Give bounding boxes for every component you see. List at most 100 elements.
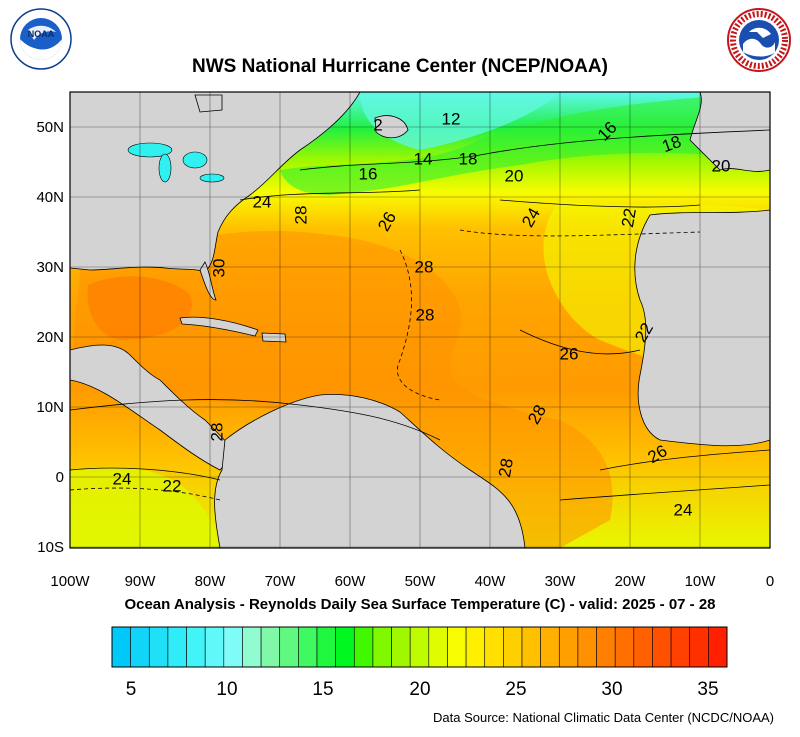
colorbar-swatch: [428, 626, 448, 668]
colorbar-label: 30: [601, 679, 622, 700]
cool-north: [360, 92, 560, 150]
contour-label: 12: [442, 109, 461, 128]
colorbar-swatch: [260, 626, 281, 668]
contour-line: [397, 249, 441, 401]
contour-label: 24: [253, 192, 272, 211]
lon-label: 10W: [685, 573, 717, 590]
colorbar-swatch: [391, 626, 411, 668]
contour-line: [459, 229, 701, 237]
noaa-logo-text: NOAA: [28, 29, 55, 39]
contour-line: [70, 487, 221, 501]
contour-label: 20: [712, 156, 731, 175]
colorbar-swatch: [298, 626, 318, 668]
colorbar-swatch: [577, 626, 597, 668]
contour-label: 28: [495, 457, 517, 479]
map-subtitle: Ocean Analysis - Reynolds Daily Sea Surf…: [124, 596, 716, 613]
colorbar-swatch: [447, 626, 467, 668]
colorbar-swatch: [503, 626, 523, 668]
contour-label: 22: [618, 207, 640, 229]
lon-label: 80W: [195, 573, 227, 590]
lat-label: 20N: [36, 329, 64, 346]
green-band: [280, 92, 770, 195]
lat-label: 50N: [36, 119, 64, 136]
colorbar-swatch: [242, 626, 262, 668]
contour-line: [70, 399, 441, 441]
contour-label: 30: [209, 259, 228, 278]
lat-label: 10N: [36, 399, 64, 416]
contour-line: [599, 449, 770, 471]
contour-label: 14: [414, 149, 433, 168]
lon-label: 70W: [265, 573, 297, 590]
central-america-land: [70, 344, 236, 471]
gulf-warm: [87, 276, 192, 340]
greenland-land: [194, 94, 223, 113]
colorbar-swatch: [652, 626, 672, 668]
lat-label: 30N: [36, 259, 64, 276]
contour-label: 18: [459, 149, 478, 168]
latitude-labels: 50N 40N 30N 20N 10N 0 10S: [36, 119, 64, 556]
colorbar-swatch: [279, 626, 299, 668]
colorbar-swatch: [148, 626, 169, 668]
colorbar-label: 10: [216, 679, 237, 700]
contour-line: [299, 129, 770, 171]
lat-label: 10S: [37, 539, 64, 556]
lon-label: 100W: [50, 573, 90, 590]
contour-label: 24: [113, 469, 132, 488]
contour-line: [499, 199, 701, 208]
colorbar-labels: 5 10 15 20 25 30 35: [126, 679, 719, 700]
colorbar-label: 20: [409, 679, 430, 700]
longitude-labels: 100W 90W 80W 70W 60W 50W 40W 30W 20W 10W 0: [50, 573, 774, 590]
colorbar-swatch: [409, 626, 430, 668]
colorbar-swatch: [689, 626, 709, 668]
africa-land: [634, 209, 770, 447]
colorbar-swatch: [484, 626, 504, 668]
page-title: NWS National Hurricane Center (NCEP/NOAA…: [192, 56, 608, 77]
contour-label: 28: [416, 305, 435, 324]
colorbar-swatch: [540, 626, 560, 668]
contour-label: 16: [359, 164, 378, 183]
colorbar-swatch: [204, 626, 225, 668]
gridlines: [70, 92, 770, 548]
lon-label: 90W: [125, 573, 157, 590]
data-source: Data Source: National Climatic Data Cent…: [433, 710, 774, 725]
colorbar-swatch: [186, 626, 206, 668]
warm-pool: [70, 230, 613, 548]
colorbar-swatch: [335, 626, 355, 668]
contour-label: 28: [415, 257, 434, 276]
colorbar-swatch: [708, 626, 728, 668]
colorbar-swatch: [111, 626, 131, 668]
contour-line: [559, 484, 770, 501]
contour-label: 26: [560, 344, 579, 363]
colorbar-swatch: [633, 626, 653, 668]
colorbar-swatch: [558, 626, 579, 668]
lon-label: 40W: [475, 573, 507, 590]
colorbar-frame: [111, 626, 728, 668]
lon-label: 30W: [545, 573, 577, 590]
colorbar-swatch: [670, 626, 691, 668]
colorbar-swatch: [521, 626, 541, 668]
hispaniola-land: [261, 332, 287, 343]
florida-land: [199, 261, 217, 301]
lon-label: 50W: [405, 573, 437, 590]
great-lakes: [127, 142, 225, 183]
lon-label: 20W: [615, 573, 647, 590]
lat-label: 0: [56, 469, 64, 486]
colorbar-label: 25: [505, 679, 526, 700]
colorbar-swatch: [372, 626, 392, 668]
south-america-land: [214, 394, 526, 548]
colorbar-swatch: [596, 626, 616, 668]
colorbar-swatch: [316, 626, 336, 668]
colorbar-label: 15: [312, 679, 333, 700]
lon-label: 60W: [335, 573, 367, 590]
lat-label: 40N: [36, 189, 64, 206]
noaa-logo: NOAA: [10, 8, 72, 70]
colorbar-swatch: [353, 626, 374, 668]
contour-label: 22: [163, 476, 182, 495]
colorbar-label: 35: [697, 679, 718, 700]
nws-logo: [727, 8, 791, 72]
colorbar-swatch: [465, 626, 486, 668]
colorbar-swatch: [167, 626, 187, 668]
contour-label: 28: [207, 423, 226, 442]
colorbar-swatch: [130, 626, 150, 668]
colorbar: [111, 626, 728, 668]
